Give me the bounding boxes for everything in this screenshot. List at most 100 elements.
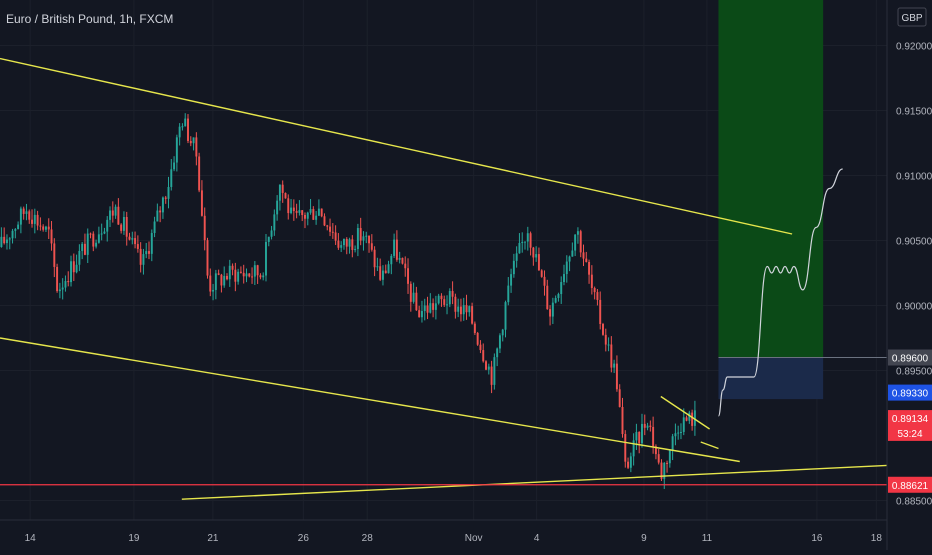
currency-button-label[interactable]: GBP bbox=[901, 13, 922, 24]
candle-body bbox=[629, 456, 632, 468]
price-tick-label[interactable]: 0.90500 bbox=[896, 237, 932, 248]
candle-body bbox=[262, 275, 265, 278]
candle-body bbox=[17, 224, 20, 230]
candle-body bbox=[295, 211, 298, 213]
candle-body bbox=[345, 238, 348, 247]
candle-body bbox=[317, 208, 320, 216]
candle-body bbox=[170, 169, 173, 187]
candle-body bbox=[641, 423, 643, 444]
candle-body bbox=[588, 261, 591, 275]
candle-body bbox=[420, 311, 423, 318]
candle-body bbox=[568, 256, 571, 262]
candle-body bbox=[615, 363, 618, 390]
candle-body bbox=[164, 197, 167, 199]
candle-body bbox=[304, 215, 306, 219]
candle-body bbox=[239, 271, 242, 273]
candle-body bbox=[393, 239, 396, 256]
price-tick-label[interactable]: 0.91000 bbox=[896, 172, 932, 183]
time-tick-label[interactable]: 11 bbox=[702, 533, 713, 544]
candle-body bbox=[228, 265, 231, 280]
time-tick-label[interactable]: 4 bbox=[534, 533, 540, 544]
candle-body bbox=[493, 357, 496, 385]
price-tick-label[interactable]: 0.91500 bbox=[896, 107, 932, 118]
candle-body bbox=[674, 433, 677, 437]
candle-body bbox=[423, 305, 426, 312]
time-tick-label[interactable]: 14 bbox=[25, 533, 37, 544]
candle-body bbox=[471, 306, 474, 324]
candle-body bbox=[298, 210, 301, 213]
time-tick-label[interactable]: 9 bbox=[641, 533, 647, 544]
candle-body bbox=[479, 344, 482, 351]
candle-body bbox=[524, 241, 526, 243]
price-tick-label[interactable]: 0.88500 bbox=[896, 497, 932, 508]
candle-body bbox=[384, 270, 387, 274]
price-tick-label[interactable]: 0.89500 bbox=[896, 367, 932, 378]
price-tick-label[interactable]: 0.90000 bbox=[896, 302, 932, 313]
candle-body bbox=[64, 281, 67, 288]
price-scale[interactable]: 0.92000 0.91500 0.91000 0.90500 0.90000 0.895… bbox=[896, 42, 932, 508]
candle-body bbox=[72, 261, 75, 273]
time-tick-label[interactable]: 26 bbox=[298, 533, 310, 544]
candle-body bbox=[432, 303, 435, 310]
candle-body bbox=[128, 236, 131, 240]
candle-body bbox=[120, 224, 123, 231]
candle-body bbox=[412, 292, 415, 302]
candle-body bbox=[342, 238, 345, 246]
candle-body bbox=[638, 431, 641, 444]
candle-body bbox=[306, 212, 309, 219]
candle-body bbox=[348, 239, 351, 247]
candle-body bbox=[540, 270, 543, 277]
candle-body bbox=[409, 283, 412, 302]
candle-body bbox=[454, 296, 457, 312]
candle-body bbox=[395, 239, 398, 260]
time-tick-label[interactable]: 16 bbox=[811, 533, 823, 544]
candle-body bbox=[337, 240, 340, 248]
candle-body bbox=[407, 268, 410, 284]
candle-body bbox=[231, 265, 234, 270]
candle-body bbox=[515, 253, 518, 261]
position-zones bbox=[718, 0, 887, 400]
candle-body bbox=[666, 462, 669, 464]
currency-button[interactable]: GBP bbox=[897, 7, 927, 27]
candle-body bbox=[58, 289, 61, 292]
candle-body bbox=[56, 266, 59, 292]
candle-body bbox=[256, 265, 259, 276]
candle-body bbox=[22, 208, 25, 214]
price-label-box bbox=[888, 349, 932, 366]
candle-body bbox=[167, 186, 170, 199]
candle-body bbox=[576, 231, 579, 235]
rising-support-line bbox=[181, 464, 888, 500]
time-tick-label[interactable]: 28 bbox=[362, 533, 374, 544]
candle-body bbox=[354, 249, 357, 251]
candle-body bbox=[148, 251, 150, 254]
candle-body bbox=[50, 229, 53, 244]
candle-body bbox=[273, 214, 276, 231]
candle-body bbox=[668, 450, 671, 464]
candle-body bbox=[529, 233, 532, 248]
time-tick-label[interactable]: 19 bbox=[128, 533, 140, 544]
candle-body bbox=[381, 270, 384, 280]
time-tick-label[interactable]: 18 bbox=[871, 533, 883, 544]
time-tick-label[interactable]: 21 bbox=[207, 533, 219, 544]
time-tick-label[interactable]: Nov bbox=[465, 533, 483, 544]
candle-body bbox=[604, 334, 607, 345]
price-tick-label[interactable]: 0.92000 bbox=[896, 42, 932, 53]
candle-body bbox=[265, 241, 267, 276]
currency-button-frame[interactable] bbox=[897, 7, 927, 27]
candle-body bbox=[532, 247, 535, 258]
lower-channel-line bbox=[0, 337, 740, 463]
candle-body bbox=[8, 238, 11, 240]
time-scale[interactable]: 14 19 21 26 28 Nov 4 9 11 16 18 bbox=[25, 533, 883, 544]
candle-body bbox=[86, 233, 89, 255]
candle-body bbox=[97, 234, 100, 243]
candle-body bbox=[187, 118, 189, 141]
candle-body bbox=[490, 366, 493, 385]
candle-body bbox=[560, 282, 563, 295]
candle-body bbox=[47, 226, 50, 230]
candle-body bbox=[83, 243, 86, 255]
candle-body bbox=[646, 425, 649, 428]
drawing-layer bbox=[0, 57, 888, 500]
price-label-box bbox=[888, 424, 932, 441]
